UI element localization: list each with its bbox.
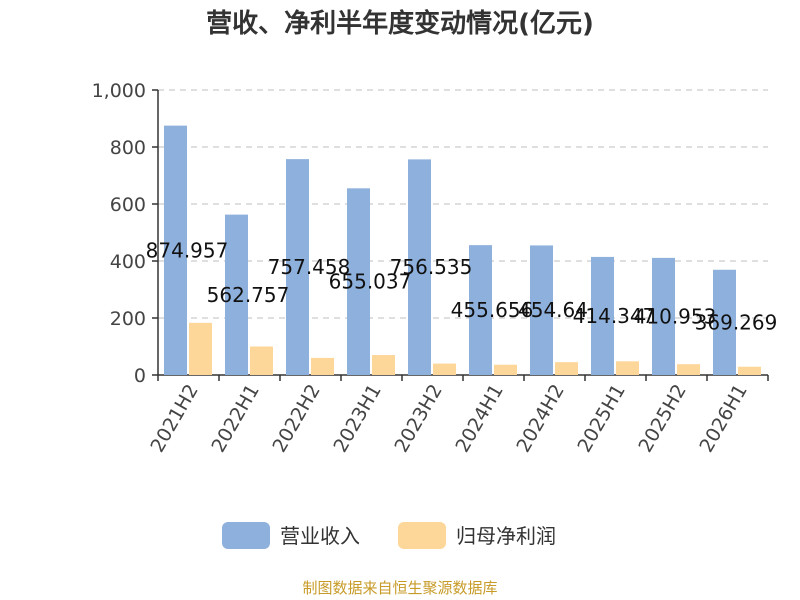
x-tick-label: 2024H2 xyxy=(512,381,568,457)
y-tick-label: 400 xyxy=(110,251,146,273)
data-label: 369.269 xyxy=(695,310,778,334)
bar[interactable] xyxy=(616,361,639,375)
data-label: 410.953 xyxy=(634,304,717,328)
bar[interactable] xyxy=(738,366,761,375)
x-tick-label: 2023H2 xyxy=(390,381,446,457)
data-label: 874.957 xyxy=(146,238,229,262)
data-label: 757.458 xyxy=(268,255,351,279)
x-tick-label: 2021H2 xyxy=(146,381,202,457)
bar[interactable] xyxy=(372,355,395,375)
bar[interactable] xyxy=(713,269,736,375)
bar[interactable] xyxy=(164,125,187,375)
y-tick-label: 600 xyxy=(110,194,146,216)
x-tick-label: 2022H1 xyxy=(207,381,263,457)
chart-title: 营收、净利半年度变动情况(亿元) xyxy=(206,9,594,39)
x-tick-label: 2024H1 xyxy=(451,381,507,457)
x-tick-label: 2026H1 xyxy=(695,381,751,457)
bar[interactable] xyxy=(530,245,553,375)
data-label: 655.037 xyxy=(329,270,412,294)
y-tick-label: 0 xyxy=(134,365,146,387)
data-label: 414.347 xyxy=(573,304,656,328)
x-tick-label: 2025H2 xyxy=(634,381,690,457)
bar[interactable] xyxy=(225,214,248,375)
bar[interactable] xyxy=(469,245,492,375)
data-label: 454.64 xyxy=(518,298,588,322)
legend-label[interactable]: 归母净利润 xyxy=(456,524,556,548)
data-label: 562.757 xyxy=(207,283,290,307)
x-tick-label: 2023H1 xyxy=(329,381,385,457)
data-label: 756.535 xyxy=(390,255,473,279)
bar[interactable] xyxy=(555,362,578,375)
bar[interactable] xyxy=(408,159,431,375)
legend-swatch[interactable] xyxy=(222,522,270,549)
bar[interactable] xyxy=(433,363,456,375)
legend[interactable]: 营业收入 归母净利润 xyxy=(222,522,556,549)
source-note: 制图数据来自恒生聚源数据库 xyxy=(302,579,498,597)
x-tick-label: 2022H2 xyxy=(268,381,324,457)
bar[interactable] xyxy=(494,364,517,375)
bar[interactable] xyxy=(250,346,273,376)
bar[interactable] xyxy=(347,188,370,375)
legend-label[interactable]: 营业收入 xyxy=(280,524,360,548)
legend-swatch[interactable] xyxy=(398,522,446,549)
bar[interactable] xyxy=(189,322,212,375)
y-tick-label: 1,000 xyxy=(92,80,146,102)
y-tick-label: 800 xyxy=(110,137,146,159)
data-label: 455.656 xyxy=(451,298,534,322)
bar[interactable] xyxy=(652,257,675,375)
bar[interactable] xyxy=(591,256,614,375)
bar[interactable] xyxy=(286,159,309,375)
x-tick-label: 2025H1 xyxy=(573,381,629,457)
bar[interactable] xyxy=(677,364,700,375)
y-tick-label: 200 xyxy=(110,308,146,330)
bar[interactable] xyxy=(311,357,334,375)
bars xyxy=(164,125,761,376)
